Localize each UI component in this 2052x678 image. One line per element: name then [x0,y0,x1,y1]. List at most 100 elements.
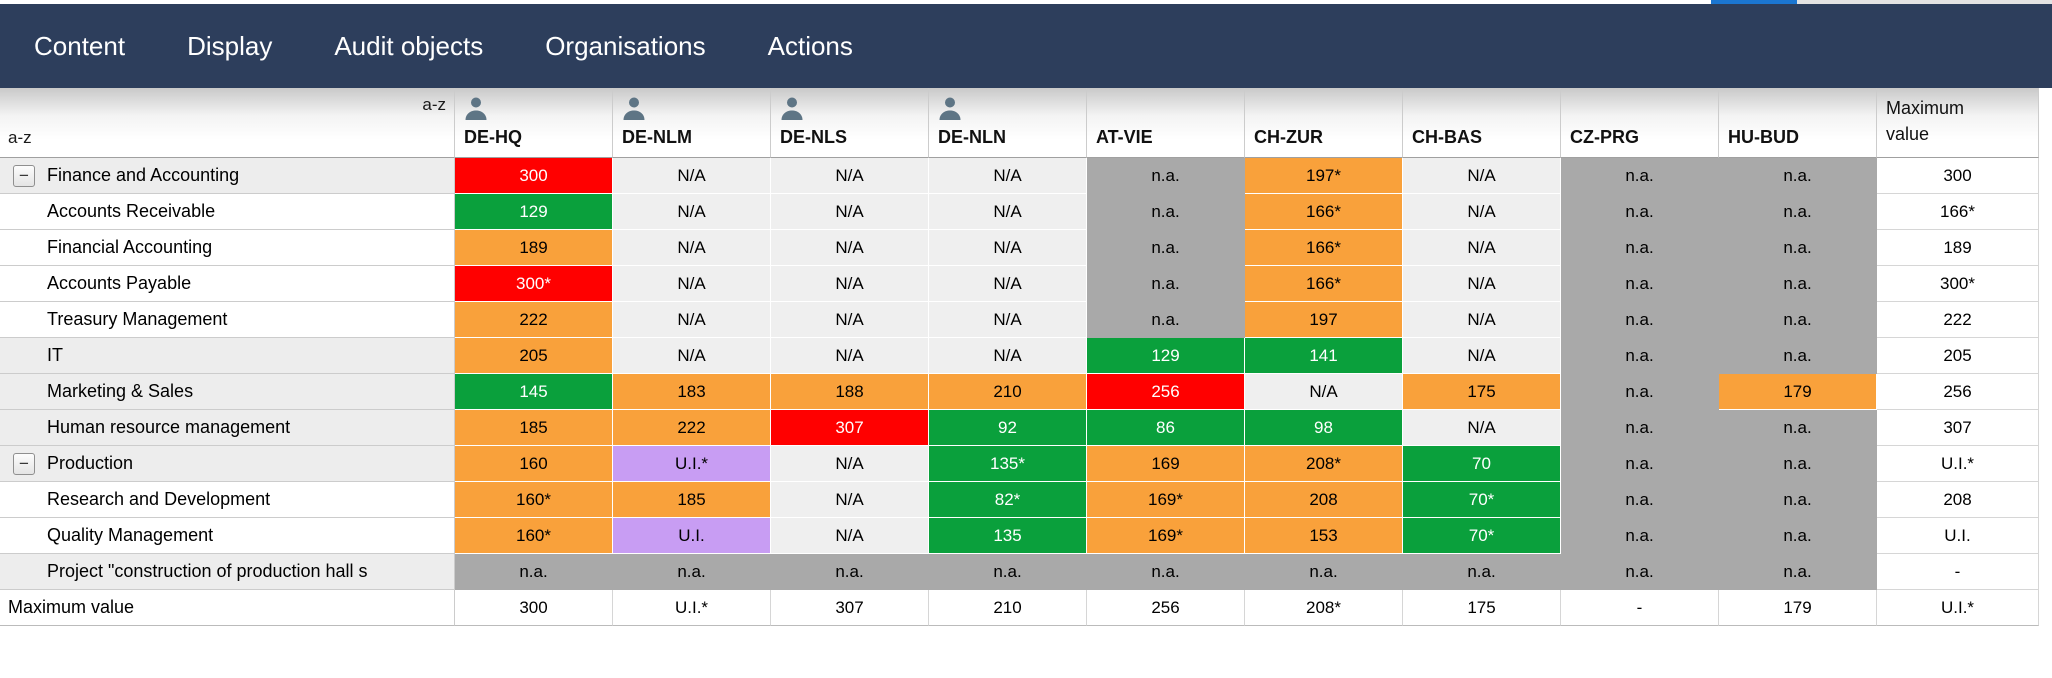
cell-maximum-value: U.I. [1877,518,2039,554]
cell-hu-bud: n.a. [1719,338,1877,374]
cell-de-nln: 92 [929,410,1087,446]
collapse-toggle-button[interactable]: − [13,164,35,187]
cell-de-nls: N/A [771,194,929,230]
top-scrollbar-rest [1797,0,2052,4]
person-icon [464,95,488,121]
row-label-text: Accounts Payable [47,273,192,293]
cell-maximum-value: 256 [1877,374,2039,410]
cell-ch-zur: 197 [1245,302,1403,338]
cell-hu-bud: n.a. [1719,158,1877,194]
cell-ch-zur: 166* [1245,266,1403,302]
cell-ch-zur: 166* [1245,230,1403,266]
cell-ch-bas: N/A [1403,338,1561,374]
cell-ch-bas: N/A [1403,194,1561,230]
cell-ch-zur: 98 [1245,410,1403,446]
column-header-de-nln[interactable]: DE-NLN [929,88,1087,158]
row-accounts-payable: Accounts Payable 300* N/A N/A N/A n.a. 166* N/A… [0,266,2039,302]
cell-de-nln: 135 [929,518,1087,554]
cell-at-vie: n.a. [1087,266,1245,302]
cell-de-nls: 307 [771,410,929,446]
cell-cz-prg: n.a. [1561,194,1719,230]
footer-cell-cz-prg: - [1561,590,1719,626]
cell-ch-bas: 70* [1403,482,1561,518]
cell-hu-bud: n.a. [1719,302,1877,338]
footer-cell-hu-bud: 179 [1719,590,1877,626]
row-label-text: Marketing & Sales [47,381,194,401]
cell-de-nls: 188 [771,374,929,410]
column-header-ch-bas[interactable]: CH-BAS [1403,88,1561,158]
column-header-ch-zur[interactable]: CH-ZUR [1245,88,1403,158]
column-header-label: CH-BAS [1412,127,1482,147]
row-label-accounts-receivable: Accounts Receivable [0,194,455,230]
menu-bar: Content Display Audit objects Organisations… [0,4,2052,88]
column-header-top-de-hq [464,92,612,124]
row-production: − Production 160 U.I.* N/A 135* 169 208* 70 n.a. n… [0,446,2039,482]
column-header-label: DE-NLN [938,127,1006,147]
cell-de-hq: 185 [455,410,613,446]
row-label-human-resource-management: Human resource management [0,410,455,446]
column-header-label: DE-NLM [622,127,692,147]
row-quality-management: Quality Management 160* U.I. N/A 135 169* 153 7… [0,518,2039,554]
menu-item-display[interactable]: Display [187,31,273,61]
cell-ch-bas: n.a. [1403,554,1561,590]
menu-item-audit-objects[interactable]: Audit objects [334,31,484,61]
cell-hu-bud: n.a. [1719,194,1877,230]
column-header-top-ch-zur [1254,92,1402,124]
menu-item-content[interactable]: Content [34,31,126,61]
cell-maximum-value: 300 [1877,158,2039,194]
row-finance-and-accounting: − Finance and Accounting 300 N/A N/A N/A n.a. 1… [0,158,2039,194]
top-scrollbar-thumb[interactable] [1711,0,1797,4]
row-label-text: Research and Development [47,489,271,509]
row-label-text: IT [47,345,63,365]
column-header-label: CZ-PRG [1570,127,1639,147]
cell-de-nls: N/A [771,446,929,482]
column-header-de-nls[interactable]: DE-NLS [771,88,929,158]
cell-de-nlm: N/A [613,302,771,338]
cell-at-vie: n.a. [1087,158,1245,194]
cell-cz-prg: n.a. [1561,410,1719,446]
menu-item-actions[interactable]: Actions [767,31,853,61]
cell-cz-prg: n.a. [1561,554,1719,590]
matrix-header-row: a-z a-z DE-HQ DE-NLM DE-NLS DE-NLN AT-VIE CH-ZU… [0,88,2039,158]
cell-de-hq: 160* [455,518,613,554]
cell-de-hq: 129 [455,194,613,230]
cell-de-nlm: N/A [613,158,771,194]
cell-ch-bas: 70 [1403,446,1561,482]
cell-hu-bud: n.a. [1719,230,1877,266]
column-header-label: AT-VIE [1096,127,1153,147]
menu-item-organisations[interactable]: Organisations [545,31,706,61]
row-label-text: Treasury Management [47,309,228,329]
row-label-production: − Production [0,446,455,482]
sort-az-rows-button[interactable]: a-z [8,128,32,147]
row-it: IT 205 N/A N/A N/A 129 141 N/A n.a. n.a. 205 [0,338,2039,374]
sort-az-columns-button[interactable]: a-z [422,95,446,114]
column-header-cz-prg[interactable]: CZ-PRG [1561,88,1719,158]
row-label-quality-management: Quality Management [0,518,455,554]
column-header-de-hq[interactable]: DE-HQ [455,88,613,158]
cell-de-nlm: U.I.* [613,446,771,482]
column-header-at-vie[interactable]: AT-VIE [1087,88,1245,158]
cell-ch-zur: 153 [1245,518,1403,554]
column-header-maximum-value[interactable]: Maximum value [1877,88,2039,158]
column-header-top-de-nlm [622,92,770,124]
row-research-and-development: Research and Development 160* 185 N/A 82* 169… [0,482,2039,518]
footer-maximum-value-label: Maximum value [0,590,455,626]
cell-ch-bas: 70* [1403,518,1561,554]
row-label-text: Financial Accounting [47,237,213,257]
cell-de-nlm: N/A [613,266,771,302]
footer-cell-de-nls: 307 [771,590,929,626]
cell-ch-zur: 208* [1245,446,1403,482]
footer-cell-de-nlm: U.I.* [613,590,771,626]
row-label-finance-and-accounting: − Finance and Accounting [0,158,455,194]
column-header-hu-bud[interactable]: HU-BUD [1719,88,1877,158]
collapse-toggle-button[interactable]: − [13,452,35,475]
row-label-project-construction-of-production-hall-s: Project "construction of production hall… [0,554,455,590]
row-label-text: Human resource management [47,417,291,437]
row-label-it: IT [0,338,455,374]
cell-ch-zur: 141 [1245,338,1403,374]
cell-maximum-value: U.I.* [1877,446,2039,482]
cell-cz-prg: n.a. [1561,482,1719,518]
cell-de-nlm: 185 [613,482,771,518]
cell-hu-bud: n.a. [1719,554,1877,590]
column-header-de-nlm[interactable]: DE-NLM [613,88,771,158]
